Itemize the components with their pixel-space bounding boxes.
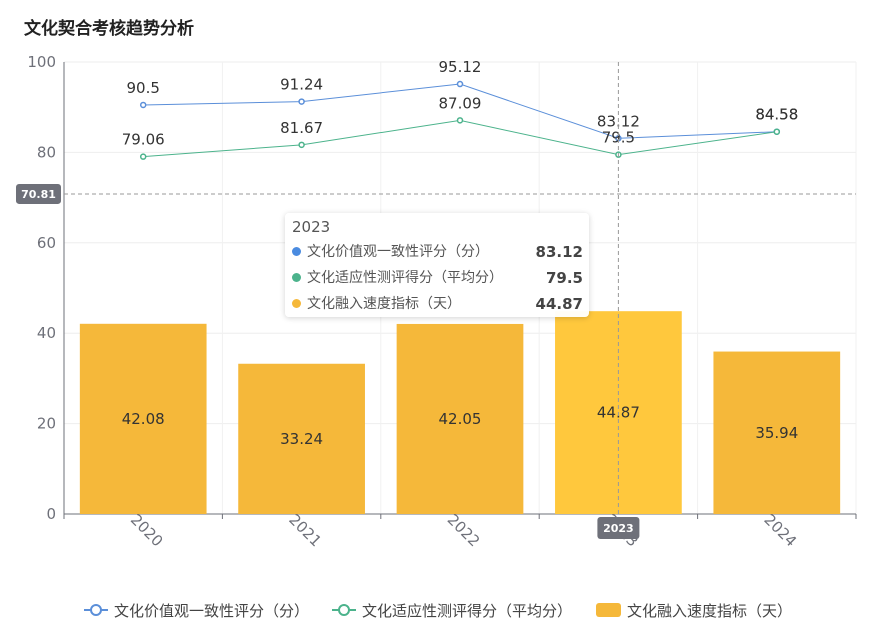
tooltip-row-name: 文化融入速度指标（天） xyxy=(307,296,461,312)
legend-item-adaptability-score[interactable]: 文化适应性测评得分（平均分） xyxy=(332,598,572,624)
bar-value-label: 35.94 xyxy=(755,424,798,442)
tooltip-title: 2023 xyxy=(292,218,331,236)
chart-title: 文化契合考核趋势分析 xyxy=(24,19,194,39)
crosshair-x-label-box xyxy=(597,517,640,539)
bar xyxy=(396,323,524,514)
line-value-label: 84.58 xyxy=(755,106,798,124)
crosshair-y-label-box xyxy=(16,183,61,204)
line-point xyxy=(298,98,305,105)
line-point xyxy=(139,153,147,160)
line-value-label: 84.58 xyxy=(755,106,798,124)
tooltip-row-value: 44.87 xyxy=(535,295,583,313)
line-value-label: 91.24 xyxy=(280,76,323,94)
tooltip-dot xyxy=(292,272,301,282)
y-tick-label: 80 xyxy=(37,143,56,161)
line-point xyxy=(139,101,147,109)
legend-label: 文化融入速度指标（天） xyxy=(627,602,793,620)
bar-value-label: 33.24 xyxy=(280,430,323,448)
legend-item-value-score[interactable]: 文化价值观一致性评分（分） xyxy=(84,598,309,624)
tooltip-row-name: 文化适应性测评得分（平均分） xyxy=(307,270,503,286)
tooltip-row-adaptability-score: 文化适应性测评得分（平均分） 79.5 xyxy=(292,267,583,289)
legend-label: 文化价值观一致性评分（分） xyxy=(114,602,310,620)
legend-label: 文化适应性测评得分（平均分） xyxy=(362,602,573,620)
series-line xyxy=(143,119,777,158)
tooltip-dot xyxy=(292,298,301,308)
tooltip-row-integration-speed: 文化融入速度指标（天） 44.87 xyxy=(292,293,583,315)
crosshair-y-label: 70.81 xyxy=(21,188,56,201)
line-value-label: 79.5 xyxy=(602,129,635,147)
tooltip-row-value: 79.5 xyxy=(545,269,583,287)
y-tick-label: 100 xyxy=(27,53,56,71)
chart-legend: 文化价值观一致性评分（分） 文化适应性测评得分（平均分） 文化融入速度指标（天） xyxy=(0,598,886,624)
crosshair-x-label: 2023 xyxy=(603,522,634,535)
y-tick-label: 60 xyxy=(37,234,56,252)
bar xyxy=(79,323,207,514)
legend-line-circle-icon xyxy=(332,604,356,616)
legend-line-circle-icon xyxy=(84,604,108,616)
y-tick-label: 40 xyxy=(37,324,56,342)
line-point xyxy=(456,80,464,88)
line-value-label: 90.5 xyxy=(126,79,159,97)
tooltip-row-value-score: 文化价值观一致性评分（分） 83.12 xyxy=(292,241,583,263)
bar-value-label: 42.08 xyxy=(122,410,165,428)
tooltip-row-name: 文化价值观一致性评分（分） xyxy=(307,244,489,260)
line-value-label: 87.09 xyxy=(439,94,482,112)
y-tick-label: 20 xyxy=(37,415,56,433)
x-tick-label: 2021 xyxy=(285,511,325,551)
tooltip-row-value: 83.12 xyxy=(535,243,583,261)
tooltip-dot xyxy=(292,246,301,256)
line-value-label: 95.12 xyxy=(439,58,482,76)
bar xyxy=(713,351,841,514)
line-point xyxy=(456,117,464,124)
y-tick-label: 0 xyxy=(46,505,56,523)
x-tick-label: 2020 xyxy=(127,511,167,551)
x-tick-label: 2024 xyxy=(760,511,800,551)
line-point xyxy=(773,128,781,135)
legend-item-integration-speed[interactable]: 文化融入速度指标（天） xyxy=(596,598,792,624)
x-tick-label: 2022 xyxy=(444,511,484,551)
line-value-label: 79.06 xyxy=(122,131,165,149)
legend-bar-icon xyxy=(596,603,621,617)
bar-value-label: 42.05 xyxy=(439,410,482,428)
line-point xyxy=(298,141,305,149)
bar xyxy=(238,363,365,514)
line-value-label: 81.67 xyxy=(280,119,323,137)
tooltip: 2023 文化价值观一致性评分（分） 83.12 文化适应性测评得分（平均分） … xyxy=(285,213,589,317)
